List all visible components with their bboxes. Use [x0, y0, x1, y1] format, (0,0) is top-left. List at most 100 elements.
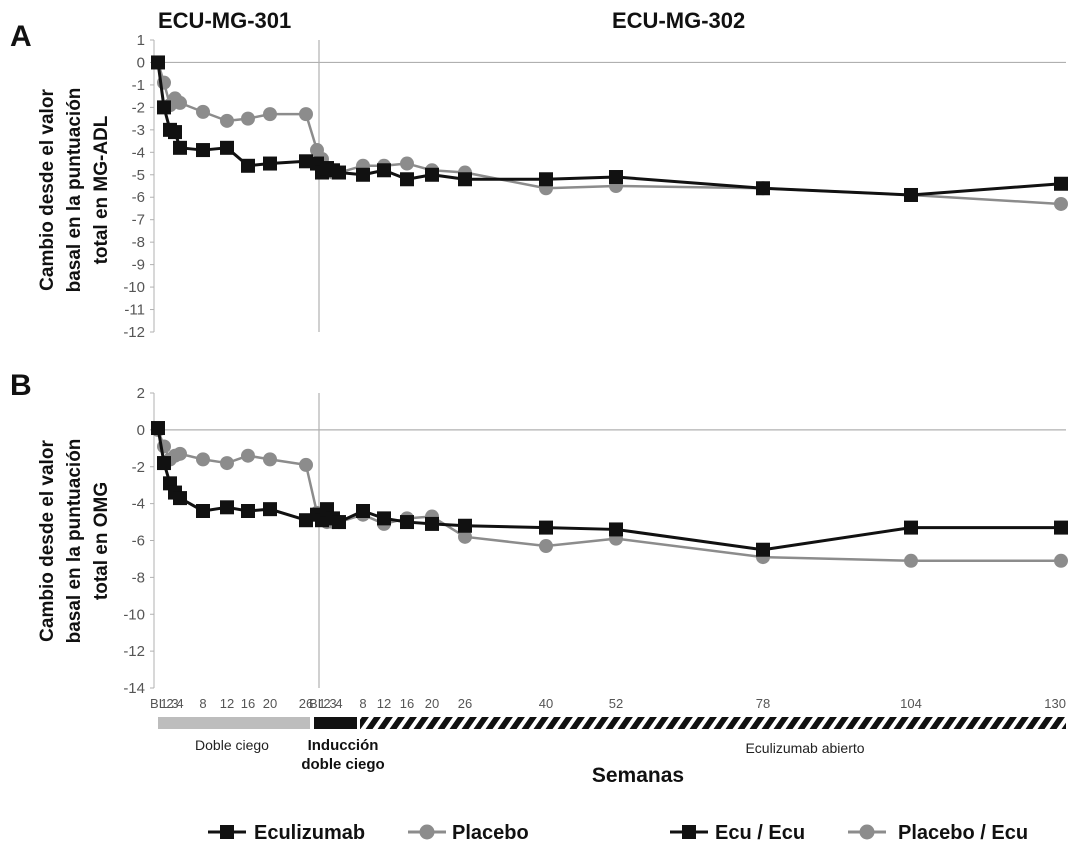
- data-point-eculizumab: [1054, 520, 1068, 535]
- data-point-placebo: [539, 539, 553, 554]
- y-tick-label: -8: [132, 569, 145, 586]
- x-axis-label: Semanas: [592, 764, 684, 787]
- y-tick-label: 2: [137, 385, 145, 402]
- data-point-placebo: [241, 111, 255, 126]
- data-point-eculizumab: [151, 421, 165, 436]
- open-label-label: Eculizumab abierto: [745, 740, 864, 756]
- data-point-eculizumab: [425, 167, 439, 182]
- induction-label-line2: doble ciego: [301, 756, 384, 773]
- y-tick-label: -4: [132, 496, 145, 513]
- data-point-eculizumab: [356, 167, 370, 182]
- data-point-placebo: [241, 448, 255, 463]
- data-point-eculizumab: [151, 55, 165, 70]
- study-label-301: ECU-MG-301: [158, 8, 291, 33]
- data-point-eculizumab: [315, 513, 329, 528]
- x-tick-label: 26: [299, 696, 313, 711]
- x-tick-label: 1: [160, 696, 167, 711]
- legend-item-eculizumab: Eculizumab: [208, 822, 365, 844]
- data-point-placebo: [263, 452, 277, 467]
- x-tick-label: 78: [756, 696, 770, 711]
- y-tick-label: -8: [132, 234, 145, 251]
- data-point-placebo: [299, 107, 313, 122]
- x-tick-label: 4: [335, 696, 342, 711]
- panel-letter-a: A: [10, 20, 32, 53]
- data-point-eculizumab: [157, 100, 171, 115]
- y-tick-label: -2: [132, 459, 145, 476]
- x-tick-label: 20: [263, 696, 277, 711]
- y-axis-label-b: Cambio desde el valor basal en la puntua…: [37, 439, 112, 644]
- data-point-eculizumab: [425, 516, 439, 531]
- data-point-eculizumab: [458, 518, 472, 533]
- y-tick-label: -6: [132, 533, 145, 550]
- x-tick-label: 40: [539, 696, 553, 711]
- x-tick-label: 2: [323, 696, 330, 711]
- data-point-eculizumab: [377, 511, 391, 526]
- y-tick-label: -14: [123, 680, 145, 697]
- y-tick-label: -12: [123, 324, 145, 341]
- data-point-eculizumab: [400, 515, 414, 530]
- x-tick-label: 130: [1044, 696, 1066, 711]
- y-tick-label: -12: [123, 643, 145, 660]
- data-point-eculizumab: [356, 504, 370, 518]
- data-point-eculizumab: [263, 156, 277, 171]
- y-tick-label: -1: [132, 77, 145, 94]
- data-point-eculizumab: [220, 500, 234, 515]
- data-point-eculizumab: [904, 187, 918, 202]
- svg-text:basal en la puntuación: basal en la puntuación: [64, 439, 85, 644]
- x-tick-label: 3: [329, 696, 336, 711]
- legend-marker-circle: [859, 824, 875, 840]
- svg-text:basal en la puntuación: basal en la puntuación: [64, 88, 85, 293]
- data-point-eculizumab: [157, 456, 171, 471]
- data-point-placebo: [263, 107, 277, 122]
- study-label-302: ECU-MG-302: [612, 8, 745, 33]
- data-point-eculizumab: [609, 170, 623, 185]
- data-point-eculizumab: [173, 491, 187, 506]
- induction-bar: [314, 717, 357, 729]
- data-point-placebo: [299, 457, 313, 472]
- data-point-eculizumab: [332, 165, 346, 180]
- data-point-eculizumab: [263, 502, 277, 517]
- x-tick-label: 4: [176, 696, 183, 711]
- y-tick-label: -7: [132, 212, 145, 229]
- data-point-eculizumab: [332, 515, 346, 530]
- svg-text:total en MG-ADL: total en MG-ADL: [91, 115, 112, 264]
- svg-text:total en OMG: total en OMG: [91, 482, 112, 600]
- x-tick-label: 8: [359, 696, 366, 711]
- legend: Eculizumab Placebo Ecu / Ecu Placebo / E…: [208, 822, 1028, 844]
- x-tick-label: 1: [318, 696, 325, 711]
- data-point-eculizumab: [196, 143, 210, 158]
- data-point-eculizumab: [1054, 176, 1068, 191]
- legend-marker-square: [220, 825, 234, 839]
- y-tick-label: -10: [123, 279, 145, 296]
- data-point-eculizumab: [168, 125, 182, 140]
- data-point-eculizumab: [756, 181, 770, 196]
- plot-panel-b: 2 0 -2 -4 -6 -8 -10 -12 -14: [123, 385, 1068, 697]
- x-tick-label: 52: [609, 696, 623, 711]
- x-tick-label: 12: [220, 696, 234, 711]
- legend-item-placebo: Placebo: [408, 822, 529, 844]
- data-point-eculizumab: [400, 172, 414, 187]
- x-tick-label: 16: [400, 696, 414, 711]
- data-point-eculizumab: [904, 520, 918, 535]
- panel-letter-b: B: [10, 369, 32, 402]
- data-point-placebo: [196, 104, 210, 119]
- svg-text:Placebo / Ecu: Placebo / Ecu: [898, 822, 1028, 844]
- data-point-placebo: [1054, 196, 1068, 211]
- x-tick-label: 3: [171, 696, 178, 711]
- svg-text:Cambio desde el valor: Cambio desde el valor: [37, 440, 58, 642]
- svg-text:Cambio desde el valor: Cambio desde el valor: [37, 89, 58, 291]
- y-tick-label: -11: [124, 302, 145, 319]
- svg-text:Eculizumab: Eculizumab: [254, 822, 365, 844]
- y-tick-label: -2: [132, 99, 145, 116]
- induction-label-line1: Inducción: [308, 737, 379, 754]
- x-tick-label: 26: [458, 696, 472, 711]
- data-point-placebo: [220, 113, 234, 128]
- data-point-eculizumab: [173, 140, 187, 155]
- data-point-placebo: [173, 95, 187, 110]
- x-tick-label: BL: [309, 696, 325, 711]
- data-point-eculizumab: [458, 172, 472, 187]
- x-tick-label: 8: [199, 696, 206, 711]
- data-point-placebo: [1054, 553, 1068, 568]
- svg-text:Ecu / Ecu: Ecu / Ecu: [715, 822, 805, 844]
